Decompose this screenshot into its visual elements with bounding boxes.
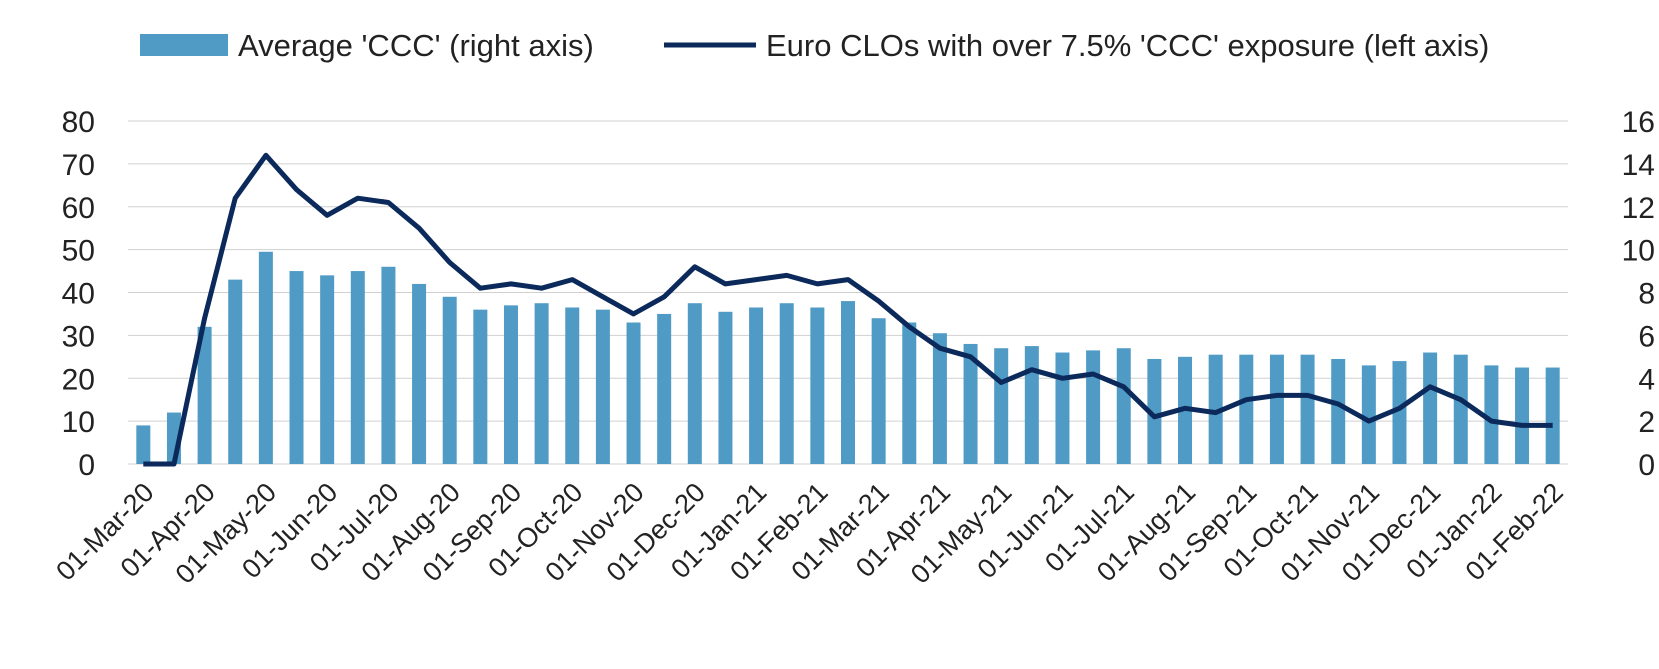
bar (412, 283, 427, 464)
bar (1392, 361, 1407, 464)
left-tick-label: 70 (62, 149, 95, 182)
right-tick-label: 16 (1622, 106, 1655, 139)
bar (1545, 367, 1560, 464)
bar (963, 343, 978, 464)
line-series (143, 152, 1553, 467)
bar (1361, 365, 1376, 464)
bar (473, 309, 488, 464)
bar (871, 318, 886, 464)
right-tick-label: 14 (1622, 149, 1655, 182)
bar (565, 307, 580, 464)
right-tick-label: 2 (1638, 406, 1655, 439)
bar (718, 311, 733, 464)
legend-bar-label: Average 'CCC' (right axis) (238, 28, 594, 63)
bar (503, 305, 518, 464)
bar (1208, 354, 1223, 464)
bar (381, 266, 396, 464)
bar (932, 333, 947, 464)
bar (228, 279, 243, 464)
legend-line-label: Euro CLOs with over 7.5% 'CCC' exposure … (766, 28, 1489, 63)
bar (626, 322, 641, 464)
legend: Average 'CCC' (right axis) Euro CLOs wit… (140, 28, 1489, 63)
bar (902, 322, 917, 464)
bar (197, 326, 212, 464)
bar (687, 303, 702, 464)
right-tick-label: 4 (1638, 363, 1655, 396)
bar (350, 271, 365, 464)
bar (657, 313, 672, 464)
right-tick-label: 6 (1638, 320, 1655, 353)
bar (749, 307, 764, 464)
bar (1147, 358, 1162, 464)
bar (779, 303, 794, 464)
bar (841, 301, 855, 464)
bar (442, 296, 457, 464)
bar (1484, 365, 1499, 464)
bar (136, 425, 151, 464)
bar (320, 275, 335, 464)
bar (1086, 350, 1101, 464)
bar (1024, 346, 1039, 464)
right-tick-label: 12 (1622, 192, 1655, 225)
bar (810, 307, 825, 464)
bar (1269, 354, 1284, 464)
right-tick-label: 0 (1638, 449, 1655, 482)
bar (1423, 352, 1438, 464)
bar (1239, 354, 1254, 464)
bar (289, 271, 304, 464)
right-tick-label: 8 (1638, 278, 1655, 311)
right-axis: 0 2 4 6 8 10 12 14 16 (1622, 106, 1655, 482)
bar (258, 251, 273, 464)
line-series-path (143, 152, 1553, 467)
bar-series (136, 251, 1560, 464)
left-tick-label: 30 (62, 320, 95, 353)
right-tick-label: 10 (1622, 235, 1655, 268)
left-tick-label: 40 (62, 278, 95, 311)
bar (595, 309, 610, 464)
left-tick-label: 50 (62, 235, 95, 268)
bar (1300, 354, 1315, 464)
bar (1116, 348, 1131, 464)
bar (534, 303, 549, 464)
x-axis: 01-Mar-2001-Apr-2001-May-2001-Jun-2001-J… (50, 477, 1569, 589)
bar (1331, 358, 1346, 464)
left-tick-label: 60 (62, 192, 95, 225)
legend-bar-swatch (140, 34, 228, 56)
left-axis: 0 10 20 30 40 50 60 70 80 (62, 106, 95, 482)
left-tick-label: 0 (78, 449, 95, 482)
left-tick-label: 10 (62, 406, 95, 439)
left-tick-label: 80 (62, 106, 95, 139)
bar (1055, 352, 1070, 464)
bar (1515, 367, 1530, 464)
bar (1453, 354, 1468, 464)
left-tick-label: 20 (62, 363, 95, 396)
bar (994, 348, 1009, 464)
